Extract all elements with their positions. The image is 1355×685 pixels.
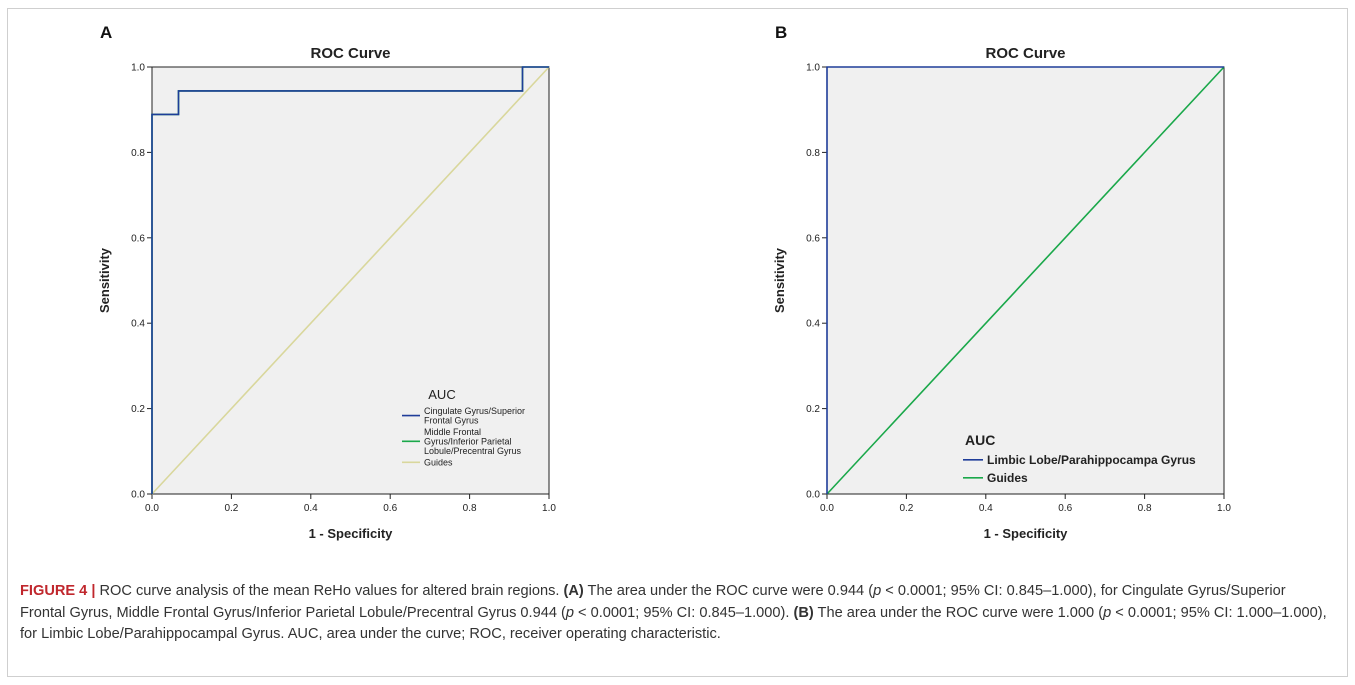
x-tick-label: 0.6 <box>383 503 397 514</box>
x-tick-label: 1.0 <box>1217 503 1231 514</box>
caption-a-text-2: < 0.0001; 95% CI: 0.845–1.000), for Cing… <box>20 583 1286 621</box>
x-axis-label: 1 - Specificity <box>984 526 1069 541</box>
y-tick-label: 0.0 <box>131 490 145 501</box>
y-tick-label: 0.8 <box>131 148 145 159</box>
x-tick-label: 0.6 <box>1058 503 1072 514</box>
caption-intro: ROC curve analysis of the mean ReHo valu… <box>95 583 564 599</box>
caption-a-text-1: The area under the ROC curve were 0.944 … <box>583 583 874 599</box>
y-tick-label: 0.6 <box>806 233 820 244</box>
y-tick-label: 1.0 <box>806 63 820 74</box>
legend-label: Limbic Lobe/Parahippocampa Gyrus <box>987 453 1196 467</box>
y-tick-label: 0.4 <box>806 319 820 330</box>
x-tick-label: 0.2 <box>224 503 238 514</box>
caption-b-text-1: The area under the ROC curve were 1.000 … <box>813 604 1104 621</box>
y-tick-label: 0.6 <box>131 233 145 244</box>
x-tick-label: 0.4 <box>304 503 318 514</box>
caption-a-text-3: < 0.0001; 95% CI: 0.845–1.000). <box>574 604 794 621</box>
legend-label: Lobule/Precentral Gyrus <box>424 446 522 456</box>
x-axis-label: 1 - Specificity <box>309 526 394 541</box>
panel-letter: A <box>100 23 112 42</box>
roc-chart-svg: B ROC Curve 0.0 0.2 0.4 0.6 0.8 1.0 0.0 0.2 0.4 0.6… <box>772 23 1231 541</box>
y-tick-label: 0.2 <box>806 404 820 415</box>
roc-chart-svg: A ROC Curve 0.0 0.2 0.4 0.6 0.8 1.0 0.0 0.2 0.4 0.6… <box>97 23 556 541</box>
panel-letter: B <box>775 23 787 42</box>
legend-title: AUC <box>965 432 995 448</box>
x-tick-label: 0.8 <box>463 503 477 514</box>
figure-caption: FIGURE 4 | ROC curve analysis of the mea… <box>20 581 1335 646</box>
y-tick-label: 1.0 <box>131 63 145 74</box>
caption-b-label: (B) <box>793 604 814 621</box>
x-tick-label: 0.4 <box>979 503 993 514</box>
y-tick-label: 0.4 <box>131 319 145 330</box>
caption-p-symbol: p <box>565 604 574 621</box>
chart-panel-b: B ROC Curve 0.0 0.2 0.4 0.6 0.8 1.0 0.0 0.2 0.4 0.6… <box>745 14 1345 554</box>
series-line <box>151 66 550 495</box>
x-tick-label: 0.8 <box>1138 503 1152 514</box>
legend-label: Gyrus/Inferior Parietal <box>424 437 512 447</box>
legend-label: Middle Frontal <box>424 427 481 437</box>
figure-label: FIGURE 4 | <box>20 583 96 599</box>
y-axis-label: Sensitivity <box>97 247 112 313</box>
chart-title: ROC Curve <box>985 45 1065 62</box>
x-tick-label: 0.0 <box>820 503 834 514</box>
series-line <box>826 66 1224 494</box>
y-tick-label: 0.0 <box>806 490 820 501</box>
caption-b-text-2: < 0.0001; 95% CI: 1.000–1.000), for Limb… <box>20 604 1327 643</box>
x-tick-label: 0.2 <box>899 503 913 514</box>
figure-frame <box>7 8 1348 677</box>
chart-panel-a: A ROC Curve 0.0 0.2 0.4 0.6 0.8 1.0 0.0 0.2 0.4 0.6… <box>70 14 670 554</box>
y-tick-label: 0.2 <box>131 404 145 415</box>
y-tick-label: 0.8 <box>806 148 820 159</box>
legend-label: Guides <box>424 458 453 468</box>
legend-title: AUC <box>428 387 455 402</box>
caption-p-symbol: p <box>1103 604 1112 621</box>
legend-label: Frontal Gyrus <box>424 416 479 426</box>
x-tick-label: 0.0 <box>145 503 159 514</box>
chart-title: ROC Curve <box>310 45 390 62</box>
series-line <box>151 66 549 494</box>
caption-a-label: (A) <box>563 583 584 599</box>
legend-label: Guides <box>987 471 1028 485</box>
x-tick-label: 1.0 <box>542 503 556 514</box>
series-line <box>826 66 1225 495</box>
caption-p-symbol: p <box>873 583 882 599</box>
legend-label: Cingulate Gyrus/Superior <box>424 406 525 416</box>
y-axis-label: Sensitivity <box>772 247 787 313</box>
